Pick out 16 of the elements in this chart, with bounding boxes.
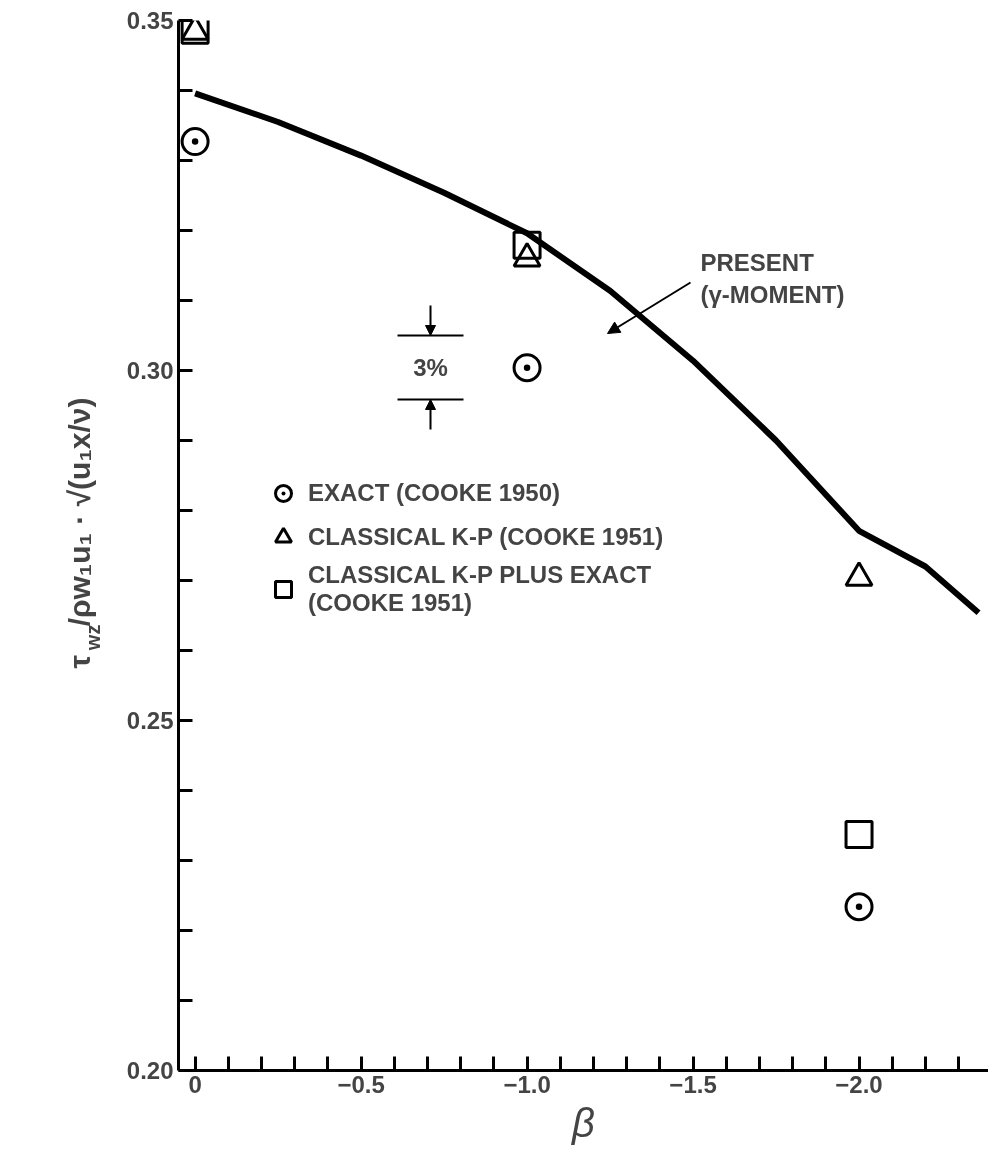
x-tick-label: −0.5 — [337, 1070, 385, 1098]
y-tick-label: 0.30 — [126, 357, 174, 384]
y-tick-label: 0.25 — [126, 707, 174, 734]
x-tick-label: −2.0 — [835, 1070, 883, 1098]
y-tick-label: 0.20 — [126, 1057, 174, 1084]
x-axis-title: β — [571, 1100, 595, 1145]
x-tick-label: −1.5 — [669, 1070, 717, 1098]
y-tick-label: 0.35 — [126, 7, 174, 34]
annotation: PRESENT (γ-MOMENT) — [700, 248, 845, 308]
y-axis-title: τwz/ρw₁u₁ · √(u₁x/ν) — [62, 397, 104, 669]
legend-label: CLASSICAL K-P (COOKE 1951) — [308, 523, 664, 551]
annotation: 3% — [413, 354, 448, 381]
x-tick-label: −1.0 — [503, 1070, 551, 1098]
legend-label: CLASSICAL K-P PLUS EXACT (COOKE 1951) — [308, 561, 652, 617]
legend-label: EXACT (COOKE 1950) — [308, 479, 561, 507]
x-tick-label: 0 — [188, 1070, 202, 1098]
